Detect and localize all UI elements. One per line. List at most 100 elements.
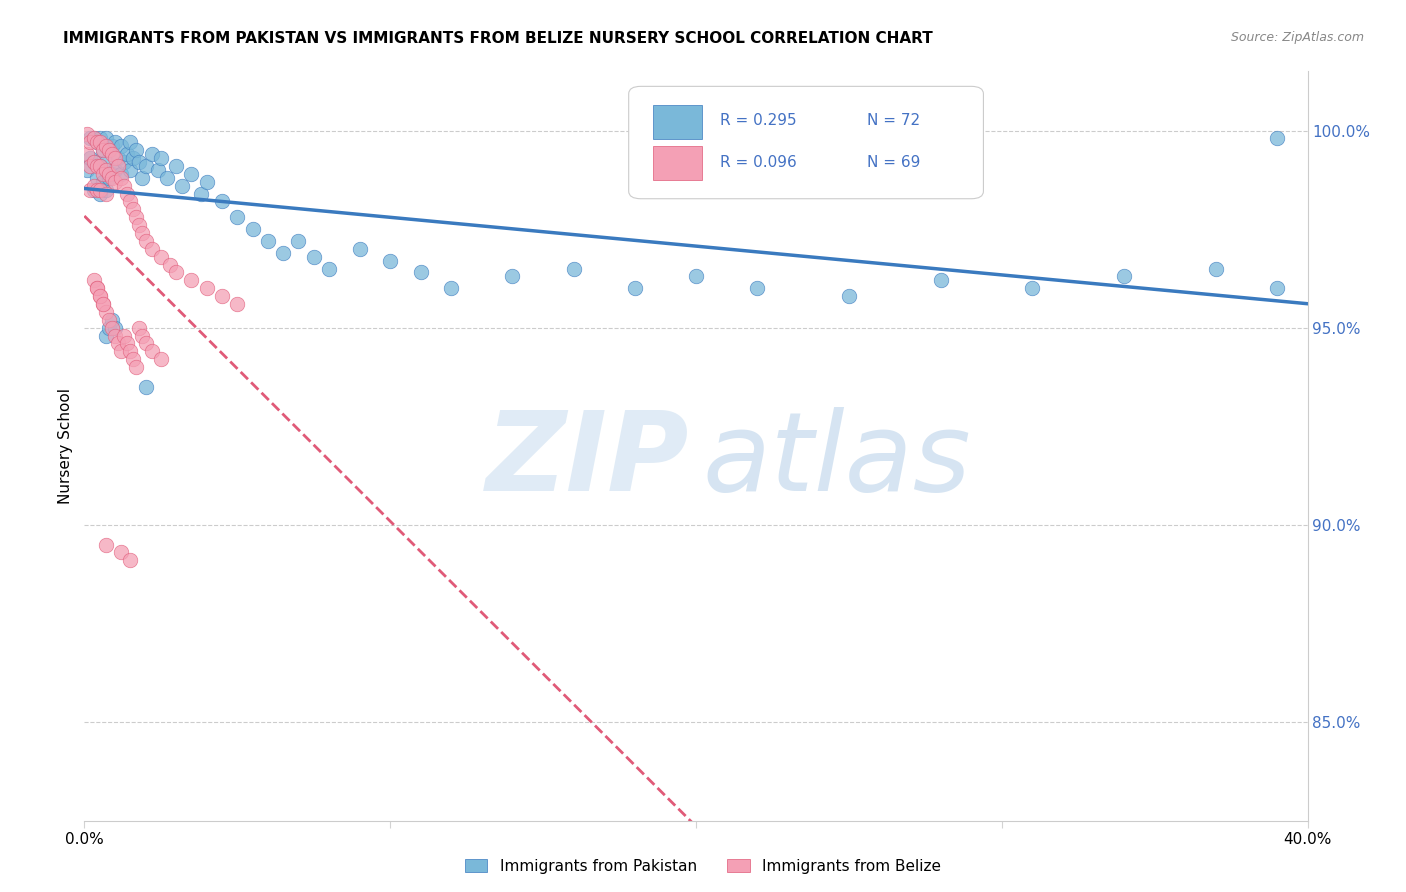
Point <box>89 131 111 145</box>
Point <box>159 258 181 272</box>
Point <box>83 155 105 169</box>
Point <box>110 170 132 185</box>
Point <box>83 178 105 193</box>
Point <box>112 178 135 193</box>
Point <box>94 139 117 153</box>
Point <box>97 170 120 185</box>
Point <box>110 344 132 359</box>
Point <box>86 281 108 295</box>
Point <box>287 234 309 248</box>
Point <box>110 139 132 153</box>
Point <box>97 313 120 327</box>
Point <box>107 336 129 351</box>
Point <box>91 143 114 157</box>
Point <box>79 159 101 173</box>
Point <box>141 344 163 359</box>
Point <box>125 360 148 375</box>
Legend: Immigrants from Pakistan, Immigrants from Belize: Immigrants from Pakistan, Immigrants fro… <box>458 853 948 880</box>
Point <box>226 211 249 225</box>
Point <box>149 250 172 264</box>
Point <box>180 167 202 181</box>
Point <box>1114 269 1136 284</box>
FancyBboxPatch shape <box>654 146 702 180</box>
Point <box>94 155 117 169</box>
Point <box>83 131 105 145</box>
Point <box>107 159 129 173</box>
Point <box>94 328 117 343</box>
Point <box>89 136 111 150</box>
Point <box>195 281 218 295</box>
Point <box>97 143 120 157</box>
Point <box>79 183 101 197</box>
Point <box>101 313 124 327</box>
Point <box>91 167 114 181</box>
Point <box>211 194 233 209</box>
Point <box>1265 131 1288 145</box>
Point <box>180 273 202 287</box>
Point <box>122 202 145 217</box>
Point <box>195 175 218 189</box>
Point <box>97 143 120 157</box>
Point <box>120 136 142 150</box>
Point <box>131 170 153 185</box>
Point <box>91 297 114 311</box>
Point <box>349 242 371 256</box>
Text: R = 0.295: R = 0.295 <box>720 112 797 128</box>
Point <box>110 545 132 559</box>
Point <box>86 159 108 173</box>
Point <box>190 186 212 201</box>
Point <box>94 183 117 197</box>
Point <box>86 183 108 197</box>
Point <box>149 151 172 165</box>
Point <box>86 170 108 185</box>
Point <box>128 320 150 334</box>
Point <box>172 178 194 193</box>
Point <box>91 175 114 189</box>
Point <box>242 222 264 236</box>
Point <box>104 328 127 343</box>
Text: IMMIGRANTS FROM PAKISTAN VS IMMIGRANTS FROM BELIZE NURSERY SCHOOL CORRELATION CH: IMMIGRANTS FROM PAKISTAN VS IMMIGRANTS F… <box>63 31 934 46</box>
Point <box>165 265 187 279</box>
Point <box>101 320 124 334</box>
Point <box>101 139 124 153</box>
Point <box>79 131 101 145</box>
Point <box>141 242 163 256</box>
Point <box>89 183 111 197</box>
Point <box>76 147 98 161</box>
Point <box>141 147 163 161</box>
Point <box>685 269 707 284</box>
Point <box>1205 261 1227 276</box>
Point <box>83 131 105 145</box>
Point <box>86 136 108 150</box>
Point <box>79 151 101 165</box>
Point <box>562 261 585 276</box>
Point <box>115 186 138 201</box>
Point <box>122 352 145 367</box>
Point <box>89 159 111 173</box>
Point <box>83 273 105 287</box>
Point <box>110 167 132 181</box>
Point <box>271 245 294 260</box>
Point <box>156 170 179 185</box>
Point <box>380 253 402 268</box>
Point <box>104 136 127 150</box>
Text: N = 69: N = 69 <box>868 155 921 170</box>
Point <box>257 234 280 248</box>
Point <box>135 234 157 248</box>
Point <box>94 305 117 319</box>
Point <box>440 281 463 295</box>
Point <box>101 167 124 181</box>
Point <box>302 250 325 264</box>
Point <box>86 136 108 150</box>
Point <box>89 289 111 303</box>
Point <box>83 183 105 197</box>
Point <box>838 289 860 303</box>
Point <box>131 328 153 343</box>
Point <box>128 155 150 169</box>
Point <box>120 194 142 209</box>
Point <box>94 186 117 201</box>
Point <box>747 281 769 295</box>
Point <box>79 136 101 150</box>
Text: R = 0.096: R = 0.096 <box>720 155 797 170</box>
Point <box>125 143 148 157</box>
